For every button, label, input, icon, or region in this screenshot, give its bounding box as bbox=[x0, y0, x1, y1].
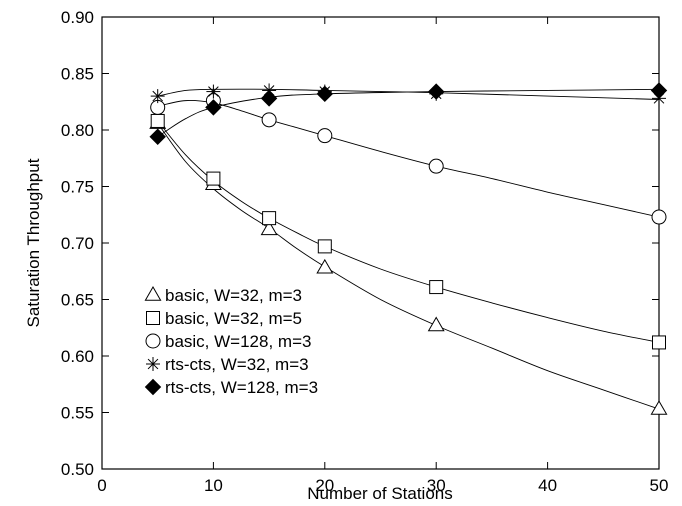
y-tick-label: 0.55 bbox=[61, 404, 94, 423]
marker-diamond bbox=[205, 99, 222, 116]
triangle-mark bbox=[316, 258, 334, 274]
y-tick-label: 0.80 bbox=[61, 121, 94, 140]
marker-star bbox=[206, 84, 221, 99]
y-tick-label: 0.50 bbox=[61, 460, 94, 479]
legend-item: basic, W=32, m=3 bbox=[144, 285, 302, 305]
triangle-mark bbox=[260, 220, 278, 236]
square-mark bbox=[429, 280, 444, 295]
square-mark bbox=[206, 171, 221, 186]
series-markers bbox=[149, 82, 668, 415]
diamond-mark bbox=[316, 85, 334, 103]
marker-diamond bbox=[650, 82, 668, 99]
legend-item: rts-cts, W=128, m=3 bbox=[144, 378, 318, 397]
marker-diamond bbox=[149, 128, 166, 145]
x-tick-label: 10 bbox=[204, 476, 223, 495]
circle-mark bbox=[261, 112, 277, 128]
square-mark bbox=[317, 239, 332, 254]
legend-item: rts-cts, W=32, m=3 bbox=[146, 355, 309, 374]
square-mark bbox=[146, 311, 160, 325]
triangle-mark bbox=[650, 400, 668, 415]
y-tick-label: 0.75 bbox=[61, 178, 94, 197]
x-tick-label: 40 bbox=[538, 476, 557, 495]
legend-item: basic, W=128, m=3 bbox=[145, 332, 311, 351]
marker-circle bbox=[651, 209, 667, 225]
marker-triangle bbox=[427, 316, 445, 332]
legend-item: basic, W=32, m=5 bbox=[146, 309, 302, 328]
y-tick-labels: 0.50 0.55 0.60 0.65 0.70 0.75 0.80 0.85 0.90 bbox=[61, 8, 94, 479]
marker-circle bbox=[317, 128, 333, 144]
legend-label: basic, W=32, m=5 bbox=[165, 309, 302, 328]
plot-frame bbox=[101, 16, 660, 470]
axis-ticks bbox=[101, 16, 660, 470]
star-stroke bbox=[152, 90, 164, 102]
marker-square bbox=[206, 171, 221, 186]
marker-square bbox=[146, 311, 160, 325]
star-stroke bbox=[147, 358, 159, 370]
diamond-mark bbox=[427, 83, 445, 100]
marker-diamond bbox=[144, 378, 162, 396]
x-axis-title: Number of Stations bbox=[307, 484, 453, 503]
marker-triangle bbox=[144, 285, 162, 301]
x-tick-label: 0 bbox=[97, 476, 106, 495]
marker-star bbox=[146, 357, 160, 371]
square-mark bbox=[262, 211, 277, 226]
diamond-mark bbox=[650, 82, 668, 99]
marker-circle bbox=[261, 112, 277, 128]
legend-label: basic, W=128, m=3 bbox=[165, 332, 311, 351]
y-tick-label: 0.70 bbox=[61, 234, 94, 253]
y-tick-label: 0.90 bbox=[61, 8, 94, 27]
square-mark bbox=[150, 113, 165, 128]
legend: basic, W=32, m=3 basic, W=32, m=5 basic, W… bbox=[144, 285, 318, 397]
legend-label: rts-cts, W=32, m=3 bbox=[165, 355, 309, 374]
marker-triangle bbox=[260, 220, 278, 236]
x-tick-label: 20 bbox=[315, 476, 334, 495]
circle-mark bbox=[145, 333, 161, 349]
legend-label: basic, W=32, m=3 bbox=[165, 286, 302, 305]
circle-mark bbox=[317, 128, 333, 144]
x-tick-label: 50 bbox=[650, 476, 669, 495]
series-line bbox=[157, 88, 660, 138]
marker-circle bbox=[145, 333, 161, 349]
star-stroke bbox=[208, 86, 219, 97]
x-tick-labels: 0 10 20 30 40 50 bbox=[97, 476, 668, 495]
triangle-mark bbox=[144, 285, 162, 301]
triangle-mark bbox=[427, 316, 445, 332]
series-line bbox=[157, 100, 660, 218]
y-tick-label: 0.60 bbox=[61, 347, 94, 366]
marker-star bbox=[150, 89, 165, 104]
marker-diamond bbox=[260, 90, 278, 107]
y-axis-title: Saturation Throughput bbox=[24, 158, 43, 327]
marker-circle bbox=[428, 158, 444, 174]
diamond-mark bbox=[149, 128, 166, 145]
marker-square bbox=[317, 239, 332, 254]
marker-triangle bbox=[650, 400, 668, 415]
diamond-mark bbox=[205, 99, 222, 116]
marker-square bbox=[262, 211, 277, 226]
marker-diamond bbox=[316, 85, 334, 103]
y-tick-label: 0.65 bbox=[61, 291, 94, 310]
diamond-mark bbox=[144, 378, 162, 396]
marker-triangle bbox=[316, 258, 334, 274]
x-tick-label: 30 bbox=[427, 476, 446, 495]
legend-label: rts-cts, W=128, m=3 bbox=[165, 378, 318, 397]
series-line bbox=[157, 88, 660, 100]
y-tick-label: 0.85 bbox=[61, 65, 94, 84]
circle-mark bbox=[651, 209, 667, 225]
marker-diamond bbox=[427, 83, 445, 100]
circle-mark bbox=[428, 158, 444, 174]
square-mark bbox=[652, 335, 666, 350]
marker-square bbox=[150, 113, 165, 128]
diamond-mark bbox=[260, 90, 278, 107]
marker-square bbox=[652, 335, 666, 350]
marker-square bbox=[429, 280, 444, 295]
